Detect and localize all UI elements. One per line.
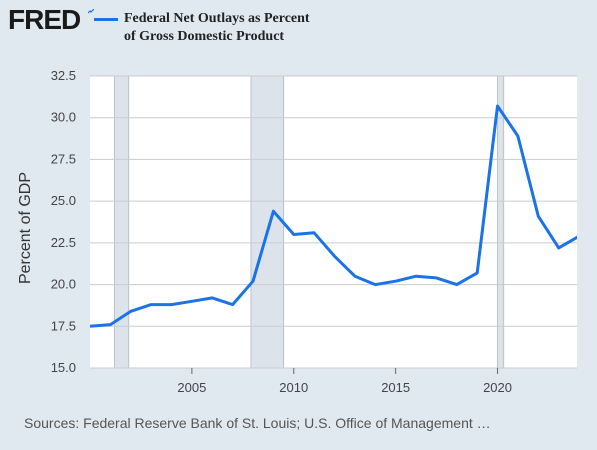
legend-label: Federal Net Outlays as Percent of Gross … — [124, 11, 310, 44]
y-tick-label: 22.5 — [51, 235, 76, 250]
fred-logo: FRED — [8, 4, 81, 35]
y-tick-label: 20.0 — [51, 277, 76, 292]
y-axis-label: Percent of GDP — [17, 172, 34, 284]
x-tick-label: 2015 — [381, 380, 410, 395]
axis-ticks: 15.0 17.5 20.0 22.5 25.0 27.5 30.0 32.5 2005 2010… — [51, 68, 512, 395]
y-tick-label: 30.0 — [51, 110, 76, 125]
y-tick-label: 15.0 — [51, 360, 76, 375]
series-line-0 — [90, 104, 577, 328]
x-tick-label: 2020 — [483, 380, 512, 395]
x-tick-label: 2010 — [279, 380, 308, 395]
y-tick-label: 27.5 — [51, 151, 76, 166]
recession-bar-1 — [250, 75, 285, 369]
y-tick-label: 32.5 — [51, 68, 76, 83]
y-tick-label: 25.0 — [51, 193, 76, 208]
recession-bar-0 — [113, 75, 130, 369]
line-chart: 15.0 17.5 20.0 22.5 25.0 27.5 30.0 32.5 2005 2010… — [17, 68, 577, 395]
series-layer — [90, 104, 577, 328]
logo-chart-icon — [88, 9, 94, 14]
x-tick-label: 2005 — [177, 380, 206, 395]
source-note: Sources: Federal Reserve Bank of St. Lou… — [24, 415, 491, 431]
y-tick-label: 17.5 — [51, 318, 76, 333]
legend-line-swatch — [94, 18, 118, 21]
recession-bar-2 — [497, 75, 505, 369]
